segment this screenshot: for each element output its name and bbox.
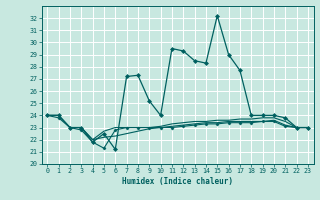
X-axis label: Humidex (Indice chaleur): Humidex (Indice chaleur) [122, 177, 233, 186]
